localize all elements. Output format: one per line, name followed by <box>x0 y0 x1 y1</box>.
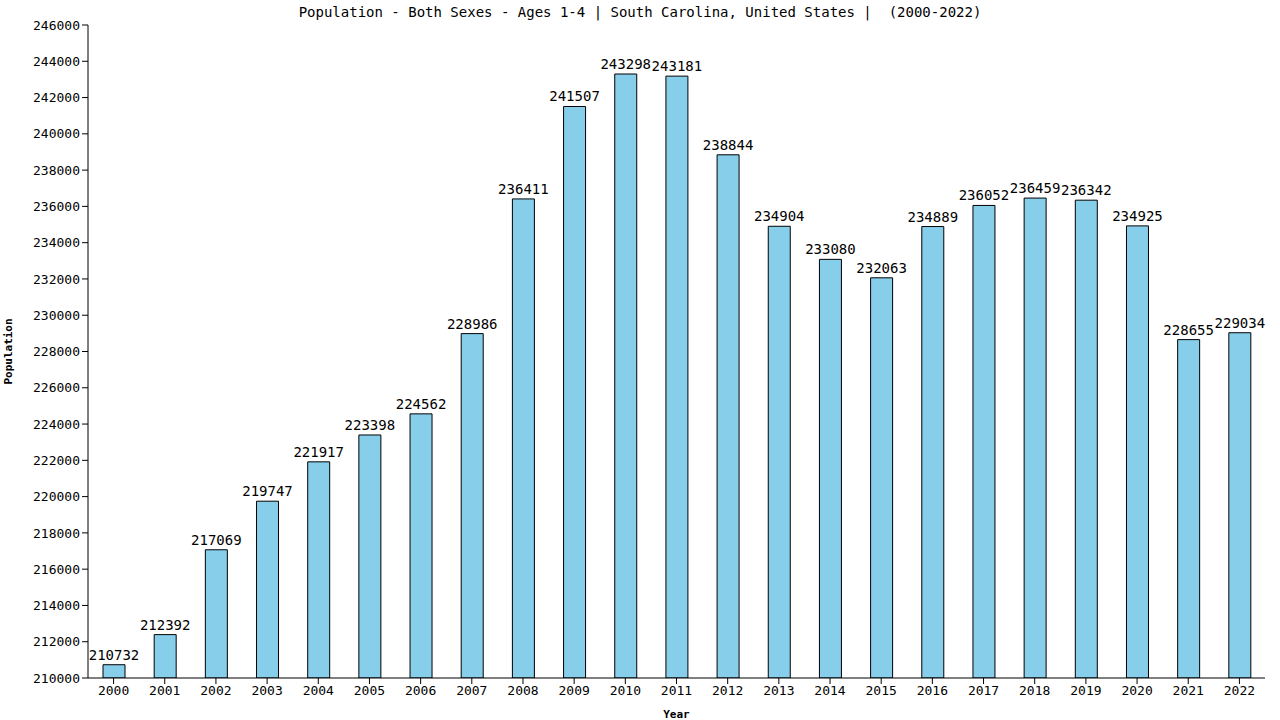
svg-text:234925: 234925 <box>1112 208 1163 224</box>
svg-text:244000: 244000 <box>33 54 80 69</box>
svg-text:2021: 2021 <box>1173 683 1204 698</box>
svg-text:234889: 234889 <box>907 209 958 225</box>
svg-text:236459: 236459 <box>1010 180 1061 196</box>
svg-text:210732: 210732 <box>89 647 140 663</box>
svg-text:236342: 236342 <box>1061 182 1112 198</box>
svg-text:2022: 2022 <box>1224 683 1255 698</box>
svg-text:229034: 229034 <box>1215 315 1266 331</box>
svg-text:212000: 212000 <box>33 634 80 649</box>
svg-text:238844: 238844 <box>703 137 754 153</box>
svg-text:236411: 236411 <box>498 181 549 197</box>
svg-text:2011: 2011 <box>661 683 692 698</box>
svg-text:223398: 223398 <box>345 417 396 433</box>
svg-text:228986: 228986 <box>447 316 498 332</box>
svg-text:2018: 2018 <box>1019 683 1050 698</box>
svg-text:Year: Year <box>663 708 690 720</box>
svg-text:224562: 224562 <box>396 396 447 412</box>
svg-text:220000: 220000 <box>33 489 80 504</box>
svg-text:2019: 2019 <box>1070 683 1101 698</box>
svg-text:2003: 2003 <box>251 683 282 698</box>
svg-text:230000: 230000 <box>33 308 80 323</box>
svg-text:221917: 221917 <box>293 444 344 460</box>
svg-text:234000: 234000 <box>33 235 80 250</box>
svg-text:2015: 2015 <box>866 683 897 698</box>
svg-text:2012: 2012 <box>712 683 743 698</box>
svg-text:210000: 210000 <box>33 671 80 686</box>
svg-text:218000: 218000 <box>33 526 80 541</box>
svg-text:222000: 222000 <box>33 453 80 468</box>
svg-text:216000: 216000 <box>33 562 80 577</box>
svg-text:236000: 236000 <box>33 199 80 214</box>
svg-text:2016: 2016 <box>917 683 948 698</box>
svg-text:2010: 2010 <box>610 683 641 698</box>
svg-text:2020: 2020 <box>1121 683 1152 698</box>
svg-text:214000: 214000 <box>33 598 80 613</box>
svg-text:217069: 217069 <box>191 532 242 548</box>
svg-text:240000: 240000 <box>33 126 80 141</box>
svg-text:243298: 243298 <box>600 56 651 72</box>
svg-text:2017: 2017 <box>968 683 999 698</box>
svg-text:212392: 212392 <box>140 617 191 633</box>
svg-text:238000: 238000 <box>33 163 80 178</box>
svg-text:241507: 241507 <box>549 88 600 104</box>
svg-text:233080: 233080 <box>805 241 856 257</box>
svg-text:226000: 226000 <box>33 380 80 395</box>
svg-text:2007: 2007 <box>456 683 487 698</box>
svg-text:242000: 242000 <box>33 90 80 105</box>
svg-text:2000: 2000 <box>98 683 129 698</box>
svg-text:2013: 2013 <box>763 683 794 698</box>
svg-text:2001: 2001 <box>149 683 180 698</box>
svg-text:246000: 246000 <box>33 18 80 33</box>
svg-text:224000: 224000 <box>33 417 80 432</box>
svg-text:Population: Population <box>8 318 15 384</box>
svg-text:234904: 234904 <box>754 208 805 224</box>
svg-text:232000: 232000 <box>33 272 80 287</box>
svg-text:2004: 2004 <box>303 683 334 698</box>
svg-text:228655: 228655 <box>1163 322 1214 338</box>
svg-text:2006: 2006 <box>405 683 436 698</box>
svg-text:2008: 2008 <box>507 683 538 698</box>
svg-text:2002: 2002 <box>200 683 231 698</box>
svg-text:236052: 236052 <box>959 187 1010 203</box>
svg-text:228000: 228000 <box>33 344 80 359</box>
html-text:Population - Both Sexes - Ages: Population - Both Sexes - Ages 1-4 | Sou… <box>298 4 982 20</box>
svg-text:2009: 2009 <box>558 683 589 698</box>
svg-text:232063: 232063 <box>856 260 907 276</box>
svg-text:2014: 2014 <box>814 683 845 698</box>
svg-text:243181: 243181 <box>652 58 703 74</box>
svg-text:2005: 2005 <box>354 683 385 698</box>
svg-text:219747: 219747 <box>242 483 293 499</box>
